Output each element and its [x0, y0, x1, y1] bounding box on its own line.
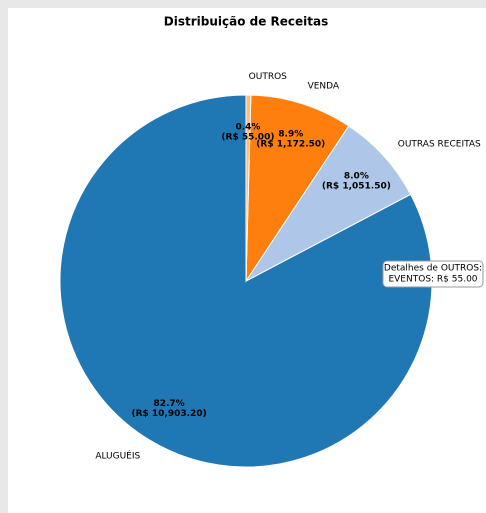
- pie-slice: [245, 125, 412, 282]
- slice-label: OUTRAS RECEITAS: [398, 139, 481, 149]
- percent-label: 82.7%: [153, 399, 184, 409]
- value-label: (R$ 1,051.50): [322, 182, 391, 192]
- value-label: (R$ 55.00): [221, 133, 274, 143]
- slice-label: VENDA: [308, 81, 340, 91]
- pie-slice: [245, 94, 350, 283]
- percent-label: 8.0%: [344, 172, 369, 182]
- percent-label: 0.4%: [235, 123, 260, 133]
- value-label: (R$ 1,172.50): [256, 140, 325, 150]
- percent-label: 8.9%: [278, 130, 303, 140]
- annotation-text: EVENTOS: R$ 55.00: [388, 275, 477, 285]
- annotation-box: [382, 260, 484, 288]
- chart-title: Distribuição de Receitas: [164, 15, 329, 29]
- slice-label: OUTROS: [249, 72, 288, 82]
- slice-label: ALUGUÉIS: [95, 450, 140, 462]
- value-label: (R$ 10,903.20): [131, 409, 206, 419]
- pie-slice: [245, 94, 252, 282]
- annotation-text: Detalhes de OUTROS:: [384, 264, 482, 274]
